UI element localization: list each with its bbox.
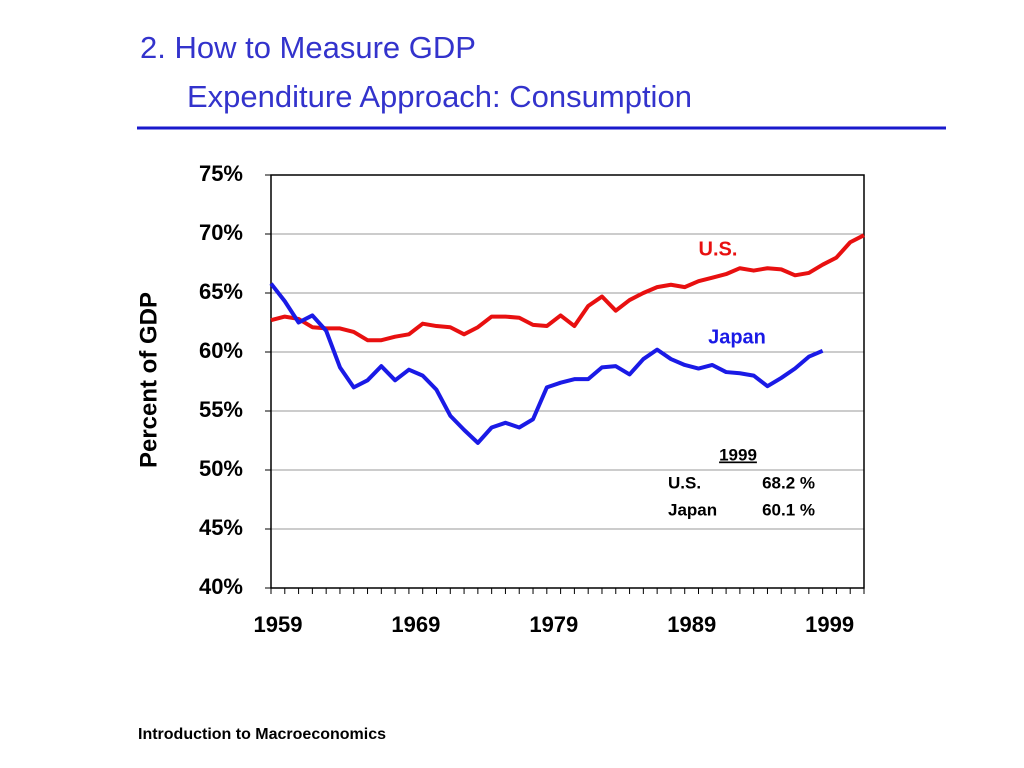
y-tick-label: 45% [199, 515, 243, 540]
title-line: Expenditure Approach: Consumption [187, 79, 692, 114]
y-axis-title: Percent of GDP [135, 292, 162, 468]
series-label: U.S. [699, 238, 738, 260]
y-tick-label: 60% [199, 338, 243, 363]
annotation-name: U.S. [668, 473, 701, 492]
series-line [269, 282, 824, 445]
y-tick-label: 50% [199, 456, 243, 481]
x-tick-label: 1969 [391, 612, 440, 637]
series-label: Japan [708, 326, 766, 348]
title-line: 2. How to Measure GDP [140, 30, 476, 65]
annotation-year: 1999 [719, 445, 757, 464]
x-tick-label: 1999 [805, 612, 854, 637]
y-tick-label: 70% [199, 220, 243, 245]
footer: Introduction to Macroeconomics [138, 726, 386, 743]
annotation-value: 68.2 % [762, 473, 815, 492]
y-tick-label: 55% [199, 397, 243, 422]
annotation-value: 60.1 % [762, 500, 815, 519]
y-tick-label: 65% [199, 279, 243, 304]
plot-frame [270, 174, 865, 589]
y-tick-label: 40% [199, 574, 243, 599]
series-line [270, 233, 865, 343]
x-tick-label: 1989 [667, 612, 716, 637]
x-tick-label: 1979 [529, 612, 578, 637]
y-tick-label: 75% [199, 161, 243, 186]
annotation-name: Japan [668, 500, 717, 519]
x-tick-label: 1959 [254, 612, 303, 637]
